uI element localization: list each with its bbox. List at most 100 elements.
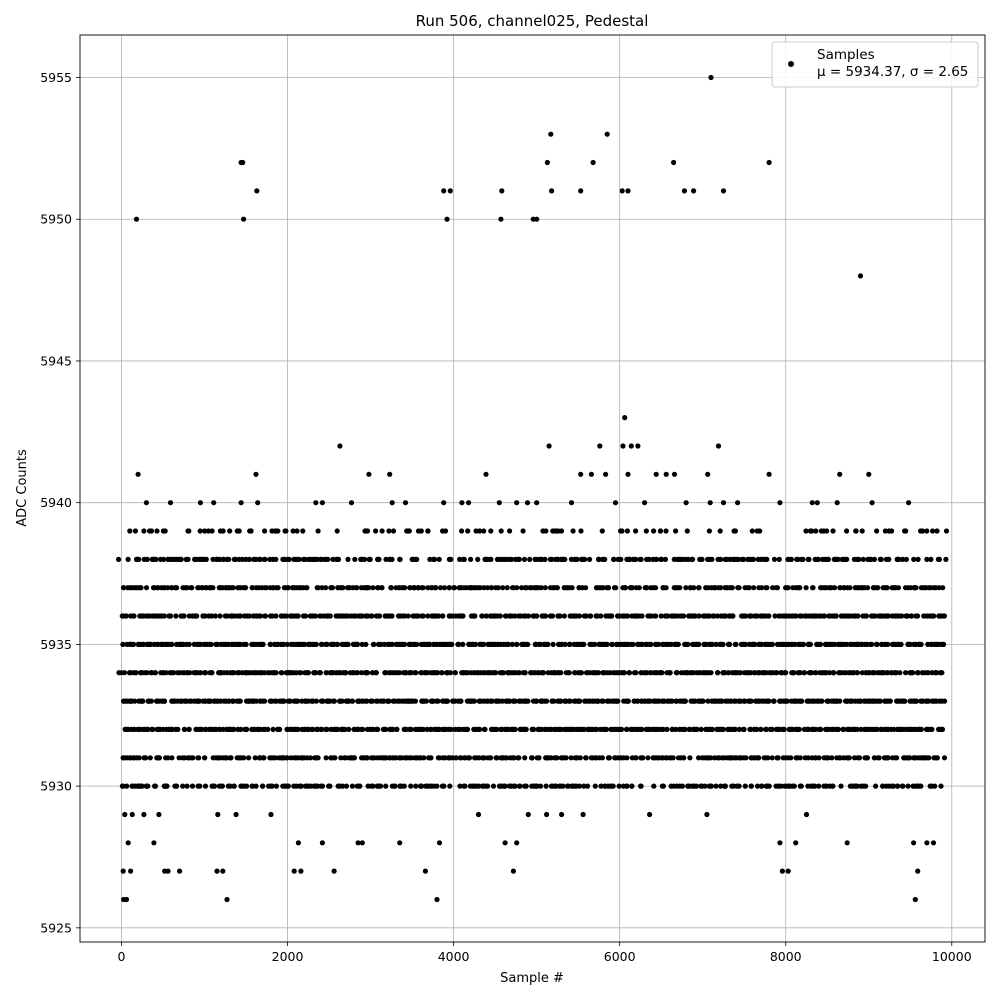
- sample-point: [709, 726, 716, 733]
- sample-point-outlier: [809, 500, 815, 506]
- legend-marker: [788, 61, 794, 67]
- sample-point: [282, 528, 288, 534]
- sample-point: [897, 670, 903, 676]
- sample-point: [408, 783, 414, 789]
- sample-point-outlier: [546, 443, 552, 449]
- sample-point: [362, 698, 369, 704]
- sample-point: [341, 613, 347, 619]
- sample-point: [614, 698, 620, 704]
- sample-point: [245, 670, 251, 676]
- sample-point: [315, 528, 321, 534]
- sample-point-outlier: [534, 216, 540, 222]
- sample-point-outlier: [580, 811, 586, 818]
- sample-point: [477, 528, 483, 534]
- sample-point: [319, 585, 325, 591]
- sample-point: [549, 698, 555, 704]
- sample-point: [283, 613, 289, 619]
- sample-point: [379, 585, 385, 591]
- sample-point: [437, 585, 444, 591]
- sample-point: [808, 783, 814, 789]
- sample-point: [309, 726, 315, 733]
- sample-point: [196, 698, 202, 704]
- sample-point: [169, 641, 175, 648]
- sample-point: [690, 556, 696, 563]
- sample-point: [618, 556, 624, 563]
- sample-point-outlier: [779, 868, 786, 874]
- sample-point: [713, 783, 719, 789]
- sample-point: [161, 613, 167, 619]
- sample-point: [376, 641, 382, 648]
- sample-point: [653, 556, 660, 563]
- sample-point: [941, 755, 948, 761]
- sample-point: [934, 528, 940, 534]
- sample-point: [337, 698, 343, 704]
- sample-point: [500, 585, 506, 591]
- sample-point: [858, 726, 864, 733]
- y-tick-label: 5955: [40, 70, 72, 85]
- sample-point: [383, 783, 389, 789]
- sample-point-outlier: [366, 471, 372, 477]
- sample-point: [389, 641, 395, 648]
- sample-point: [165, 755, 171, 761]
- sample-point-outlier: [156, 811, 162, 818]
- sample-point: [844, 528, 850, 534]
- sample-point: [277, 726, 283, 733]
- sample-point: [805, 755, 811, 761]
- sample-point: [364, 670, 371, 676]
- sample-point-outlier: [255, 500, 261, 506]
- sample-point-outlier: [906, 500, 912, 506]
- sample-point: [537, 641, 544, 648]
- sample-point-outlier: [165, 868, 171, 874]
- sample-point: [866, 670, 872, 676]
- sample-point: [443, 726, 449, 733]
- sample-point: [241, 783, 247, 789]
- sample-point: [488, 698, 494, 704]
- sample-point: [352, 556, 358, 563]
- sample-point: [899, 726, 905, 733]
- sample-point: [227, 528, 233, 534]
- sample-point: [913, 698, 919, 704]
- sample-point: [209, 670, 215, 676]
- sample-point-outlier: [253, 471, 259, 477]
- sample-point: [598, 613, 604, 619]
- sample-point: [900, 783, 906, 789]
- sample-point: [468, 556, 474, 563]
- sample-point-outlier: [544, 159, 551, 166]
- sample-point: [358, 556, 364, 563]
- sample-point-outlier: [534, 500, 540, 506]
- sample-point: [830, 670, 836, 676]
- sample-point: [147, 755, 153, 761]
- sample-point: [389, 556, 395, 563]
- sample-point: [576, 585, 582, 591]
- sample-point: [257, 613, 263, 619]
- sample-point: [397, 556, 403, 563]
- sample-point: [458, 698, 464, 704]
- sample-point: [729, 585, 735, 591]
- sample-point: [769, 755, 775, 761]
- sample-point: [231, 783, 237, 789]
- sample-point: [623, 613, 629, 619]
- sample-point: [323, 585, 329, 591]
- sample-point: [662, 613, 668, 619]
- sample-point: [330, 641, 336, 648]
- sample-point: [179, 641, 186, 648]
- sample-point: [927, 783, 933, 789]
- sample-point: [816, 783, 822, 789]
- sample-point: [759, 585, 765, 591]
- sample-point: [739, 556, 745, 563]
- sample-point-outlier: [707, 500, 713, 506]
- sample-point: [854, 556, 860, 563]
- sample-point: [706, 556, 713, 563]
- sample-point: [415, 585, 421, 591]
- sample-point: [441, 783, 447, 789]
- sample-point: [131, 641, 137, 648]
- sample-point: [707, 641, 713, 648]
- sample-point: [202, 726, 208, 733]
- legend-stats-label: μ = 5934.37, σ = 2.65: [817, 64, 968, 80]
- sample-point: [578, 670, 584, 676]
- sample-point-outlier: [588, 471, 595, 477]
- sample-point: [923, 726, 930, 733]
- sample-point: [807, 528, 814, 534]
- sample-point: [885, 641, 891, 648]
- sample-point: [225, 641, 232, 648]
